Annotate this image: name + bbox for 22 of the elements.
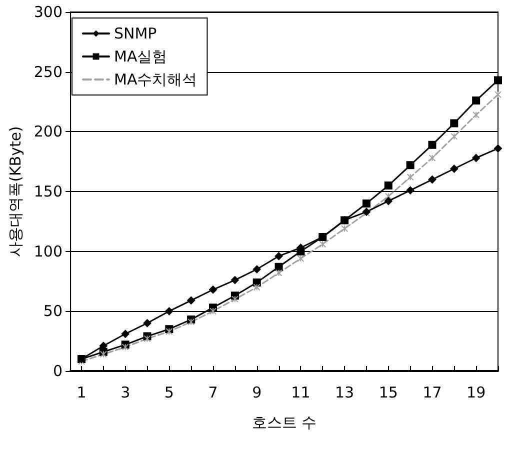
x-tick-label: 19 <box>466 384 486 402</box>
x-tick-label: 1 <box>76 384 86 402</box>
x-tick-label: 7 <box>208 384 218 402</box>
y-tick-label: 0 <box>52 362 63 380</box>
x-tick-label: 15 <box>378 384 398 402</box>
y-tick-label: 250 <box>34 62 63 81</box>
x-tick-label: 17 <box>422 384 442 402</box>
x-tick-label: 9 <box>252 384 262 402</box>
x-axis-title: 호스트 수 <box>252 414 317 432</box>
legend-label: MA실험 <box>114 48 168 66</box>
x-tick-label: 5 <box>164 384 174 402</box>
x-tick-label: 3 <box>120 384 130 402</box>
y-axis-title: 사용대역폭(KByte) <box>6 126 24 257</box>
y-tick-label: 150 <box>34 182 63 200</box>
x-tick-label: 11 <box>291 384 310 402</box>
legend-label: SNMP <box>114 24 157 42</box>
y-tick-label: 100 <box>34 242 63 260</box>
y-tick-label: 200 <box>34 122 63 141</box>
legend-label: MA수치해석 <box>114 70 198 88</box>
x-tick-label: 13 <box>335 384 354 402</box>
y-tick-label: 300 <box>34 3 63 21</box>
y-tick-label: 50 <box>43 302 63 320</box>
